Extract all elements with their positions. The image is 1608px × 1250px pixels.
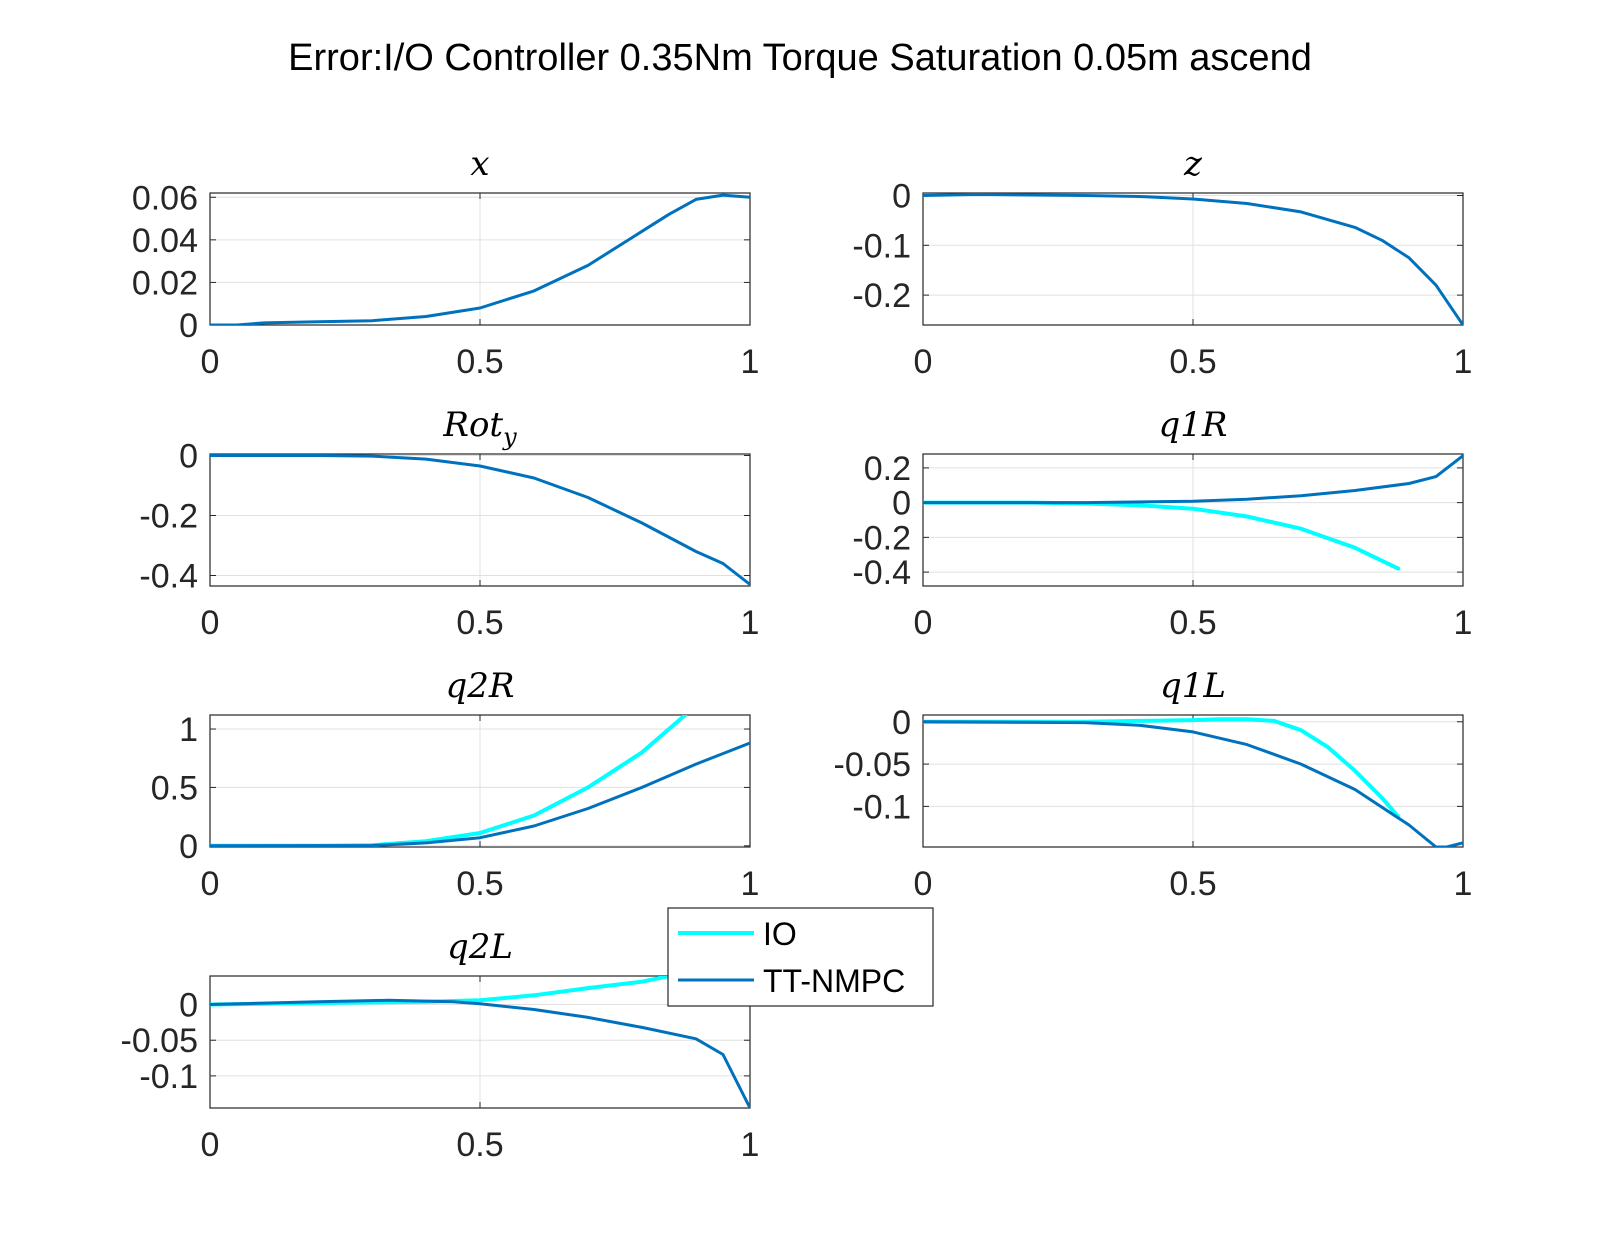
series-line-tt-nmpc [210, 741, 750, 847]
y-tick-label: 0 [179, 828, 198, 866]
series-line-tt-nmpc [210, 998, 750, 1108]
y-tick-label: 0.2 [864, 450, 911, 488]
subplot-title: x [470, 144, 489, 184]
y-tick-label: -0.2 [852, 519, 911, 557]
x-tick-label: 1 [1454, 865, 1473, 903]
legend-label-tt-nmpc: TT-NMPC [763, 963, 905, 999]
subplot-title-subscript: y [502, 423, 517, 451]
y-tick-label: 0.04 [132, 222, 198, 260]
subplot-q2R: 0 0.5 1 0 0.5 1 q2R [151, 666, 760, 903]
y-tick-label: -0.4 [852, 554, 911, 592]
x-tick-label: 0 [201, 865, 220, 903]
x-tick-label: 0.5 [456, 1126, 503, 1164]
legend: IO TT-NMPC [667, 907, 934, 1007]
x-tick-label: 0 [201, 1126, 220, 1164]
legend-label-io: IO [763, 916, 797, 952]
x-tick-label: 1 [741, 604, 760, 642]
series-line-tt-nmpc [210, 193, 750, 325]
x-tick-label: 0.5 [456, 865, 503, 903]
subplot-roty: 0 0.5 1 -0.4 -0.2 0 Roty [139, 405, 759, 642]
x-tick-label: 0.5 [456, 604, 503, 642]
y-tick-label: 1 [179, 711, 198, 749]
y-tick-label: -0.05 [834, 746, 912, 784]
x-tick-label: 0 [914, 604, 933, 642]
y-tick-label: 0.5 [151, 769, 198, 807]
x-tick-label: 1 [741, 1126, 760, 1164]
y-tick-label: -0.05 [121, 1022, 199, 1060]
y-tick-label: 0 [179, 438, 198, 476]
y-tick-label: 0 [892, 177, 911, 215]
x-tick-label: 0.5 [1169, 343, 1216, 381]
x-tick-label: 0 [914, 865, 933, 903]
figure-title: Error:I/O Controller 0.35Nm Torque Satur… [288, 37, 1312, 79]
x-tick-label: 0 [914, 343, 933, 381]
y-tick-label: -0.1 [852, 788, 911, 826]
subplot-q1L: 0 0.5 1 -0.1 -0.05 0 q1L [834, 666, 1473, 903]
x-tick-label: 0 [201, 343, 220, 381]
y-tick-label: -0.1 [139, 1058, 198, 1096]
y-tick-label: -0.2 [139, 498, 198, 536]
y-tick-label: 0 [179, 307, 198, 345]
subplot-title: q1L [1160, 666, 1226, 706]
subplot-x: 0 0.5 1 0 0.02 0.04 0.06 x [132, 144, 760, 381]
series-line-tt-nmpc [923, 720, 1463, 847]
series-line-io [923, 717, 1401, 819]
x-tick-label: 0.5 [1169, 604, 1216, 642]
legend-box [667, 907, 934, 1007]
y-tick-label: -0.4 [139, 558, 198, 596]
y-tick-label: 0 [892, 485, 911, 523]
x-tick-label: 1 [741, 865, 760, 903]
subplot-title: q2L [447, 927, 513, 967]
y-tick-label: -0.2 [852, 277, 911, 315]
subplot-title: q2R [446, 666, 515, 706]
x-tick-label: 0.5 [1169, 865, 1216, 903]
x-tick-label: 1 [1454, 604, 1473, 642]
y-tick-label: -0.1 [852, 227, 911, 265]
series-line-tt-nmpc [923, 193, 1463, 325]
x-tick-label: 1 [741, 343, 760, 381]
subplot-title: q1R [1159, 405, 1228, 445]
x-tick-label: 1 [1454, 343, 1473, 381]
subplot-title: Roty [442, 405, 517, 451]
series-line-io [210, 976, 671, 1007]
x-tick-label: 0.5 [456, 343, 503, 381]
series-line-tt-nmpc [210, 454, 750, 586]
x-tick-label: 0 [201, 604, 220, 642]
y-tick-label: 0.06 [132, 179, 198, 217]
y-tick-label: 0 [179, 987, 198, 1025]
series-line-tt-nmpc [923, 454, 1463, 505]
subplot-title: z [1183, 144, 1203, 184]
y-tick-label: 0.02 [132, 264, 198, 302]
subplot-z: 0 0.5 1 -0.2 -0.1 0 z [852, 144, 1472, 381]
y-tick-label: 0 [892, 704, 911, 742]
